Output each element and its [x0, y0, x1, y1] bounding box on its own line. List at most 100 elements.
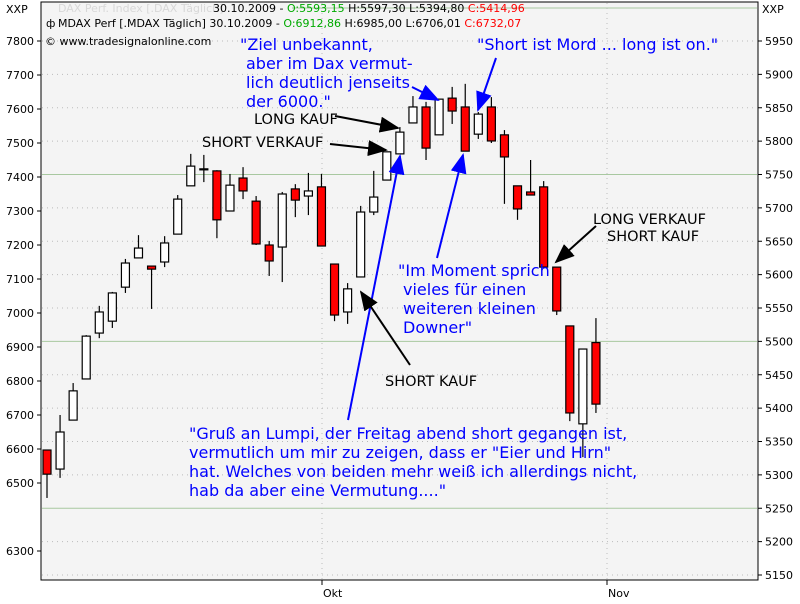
svg-text:Downer": Downer" [403, 318, 472, 337]
svg-text:"Im Moment sprich: "Im Moment sprich [398, 261, 550, 280]
arrow-ziel [411, 84, 440, 101]
right-tick-label: 5650 [765, 235, 793, 248]
svg-text:vermutlich um mir zu zeigen, d: vermutlich um mir zu zeigen, dass er "Ei… [189, 443, 611, 462]
left-tick-label: 7800 [6, 35, 34, 48]
header-line2: ф MDAX Perf [.MDAX Täglich] 30.10.2009 -… [46, 17, 521, 30]
candle [290, 184, 300, 218]
annotation-short-mord: "Short ist Mord ... long ist on." [477, 35, 718, 54]
svg-text:hab da aber eine Vermutung....: hab da aber eine Vermutung...." [189, 481, 446, 500]
right-axis-unit: XXP [762, 3, 784, 16]
candle [225, 173, 235, 212]
candle [565, 325, 575, 422]
left-tick-label: 6600 [6, 443, 34, 456]
arrow-long-kauf [334, 115, 400, 133]
right-tick-label: 5450 [765, 369, 793, 382]
right-tick-label: 5500 [765, 335, 793, 348]
candle [146, 265, 157, 309]
right-tick-label: 5800 [765, 135, 793, 148]
svg-text:"Gruß an Lumpi, der Freitag ab: "Gruß an Lumpi, der Freitag abend short … [189, 424, 627, 443]
svg-text:"Ziel unbekannt,: "Ziel unbekannt, [240, 35, 373, 54]
candle [238, 167, 248, 200]
candle [55, 415, 65, 478]
right-tick-label: 5150 [765, 569, 793, 582]
candle [133, 235, 144, 259]
right-tick-label: 5250 [765, 502, 793, 515]
candle-body-down [525, 191, 536, 196]
candle-body-down [316, 186, 327, 247]
arrow-gruss [347, 154, 405, 421]
x-tick-label: Okt [323, 587, 343, 600]
candle-body-down [447, 97, 457, 112]
candle-body-down [512, 185, 523, 210]
candle [539, 181, 549, 268]
candle [316, 173, 327, 247]
left-axis-unit: XXP [6, 3, 28, 16]
right-tick-label: 5850 [765, 102, 793, 115]
svg-text:der 6000.": der 6000." [246, 92, 331, 111]
candle-body-up [160, 242, 170, 263]
annotation-gruss: "Gruß an Lumpi, der Freitag abend short … [189, 424, 637, 500]
left-tick-label: 7200 [6, 239, 34, 252]
candle-body-down [565, 325, 575, 414]
right-tick-label: 5750 [765, 169, 793, 182]
candle [447, 86, 457, 124]
annotation-short-verkauf: SHORT VERKAUF [202, 135, 323, 151]
left-tick-label: 6500 [6, 477, 34, 490]
annotation-long-kauf: LONG KAUF [254, 112, 338, 128]
candle-body-down [199, 168, 209, 171]
left-tick-label: 6800 [6, 375, 34, 388]
candle-body-up [133, 247, 144, 259]
candle [525, 160, 536, 196]
candle [591, 318, 601, 413]
left-tick-label: 7300 [6, 205, 34, 218]
candle [94, 305, 104, 339]
candle-body-up [395, 131, 405, 155]
candle [578, 348, 588, 458]
candle-body-down [486, 106, 496, 142]
candle [173, 195, 183, 235]
candle [460, 83, 470, 152]
left-tick-label: 7600 [6, 103, 34, 116]
right-tick-label: 5900 [765, 68, 793, 81]
candle-body-down [146, 265, 157, 270]
copyright: © www.tradesignalonline.com [45, 35, 211, 48]
arrow-long-verkauf [554, 225, 597, 264]
candle-body-up [173, 198, 183, 235]
candle-body-up [277, 193, 287, 248]
candles [42, 83, 601, 498]
arrow-moment [436, 153, 467, 259]
left-tick-label: 7700 [6, 69, 34, 82]
right-tick-label: 5400 [765, 402, 793, 415]
candle-body-up [343, 288, 353, 313]
x-axis: Okt Nov [321, 580, 630, 600]
annotation-short-kauf: SHORT KAUF [385, 374, 477, 390]
candle [382, 151, 392, 181]
svg-text:hat. Welches von beiden mehr: hat. Welches von beiden mehr weiß ich al… [189, 462, 637, 481]
candle [512, 185, 523, 220]
candle-body-up [369, 196, 379, 213]
candle [264, 240, 274, 276]
candle-body-up [94, 311, 104, 334]
candle [277, 191, 287, 283]
plot-area [40, 1, 759, 581]
candle-body-up [356, 211, 366, 278]
svg-text:lich deutlich jenseits: lich deutlich jenseits [246, 73, 410, 92]
candle [499, 130, 510, 204]
candle [42, 449, 52, 498]
candle [408, 96, 418, 124]
arrow-short-mord [476, 57, 497, 112]
left-tick-label: 7000 [6, 307, 34, 320]
candle-body-down [238, 177, 248, 192]
left-tick-label: 6900 [6, 341, 34, 354]
candle [81, 335, 91, 380]
header-line1: DAX Perf. Index [.DAX Täglich] 30.10.200… [58, 2, 525, 15]
candle-body-up [107, 292, 117, 322]
right-tick-label: 5700 [765, 202, 793, 215]
candle-body-down [539, 186, 549, 268]
annotation-arrows [329, 57, 597, 421]
candle [68, 383, 78, 421]
left-tick-label: 6700 [6, 409, 34, 422]
candle-body-down [212, 170, 222, 221]
candle [120, 258, 131, 293]
